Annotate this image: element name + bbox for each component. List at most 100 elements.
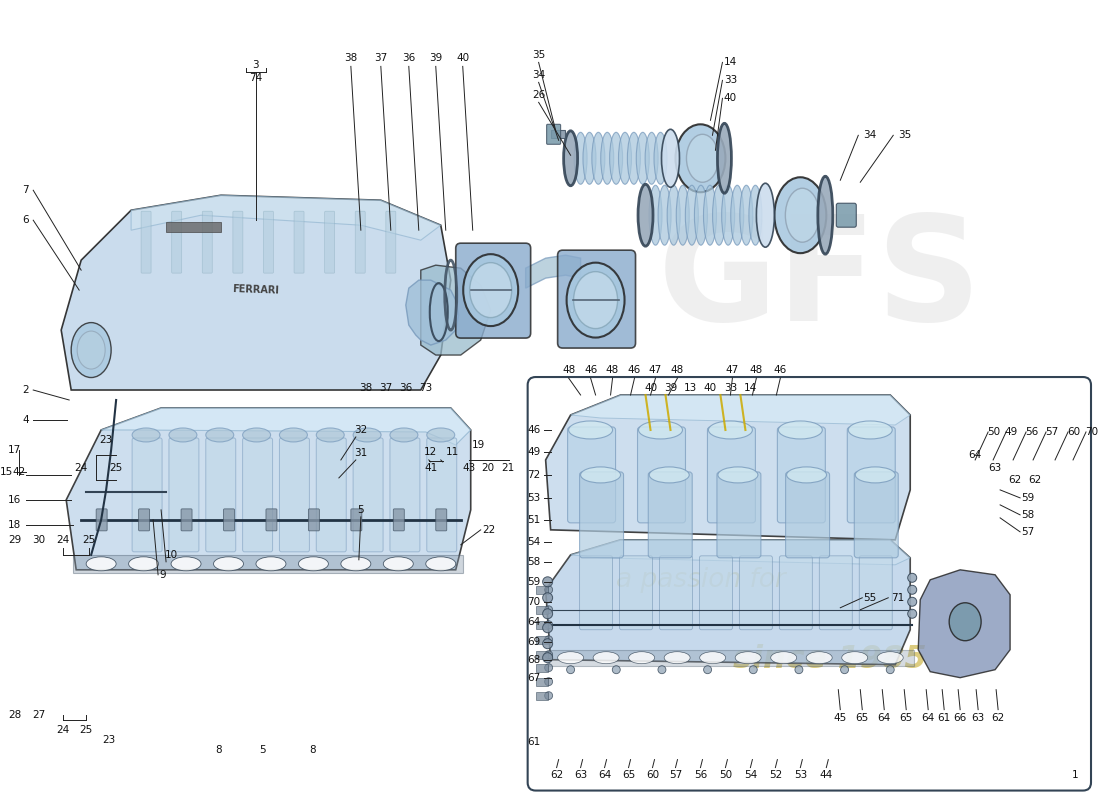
Ellipse shape (583, 132, 596, 184)
Ellipse shape (470, 262, 512, 318)
Text: 32: 32 (354, 425, 367, 435)
Text: 43: 43 (462, 463, 475, 473)
Text: 36: 36 (399, 383, 412, 393)
Text: 34: 34 (532, 70, 546, 80)
Ellipse shape (848, 421, 892, 439)
Text: 9: 9 (160, 570, 166, 580)
FancyBboxPatch shape (436, 509, 447, 531)
Ellipse shape (654, 132, 667, 184)
Circle shape (542, 593, 552, 602)
Text: 44: 44 (820, 770, 833, 779)
FancyBboxPatch shape (233, 211, 243, 273)
Ellipse shape (649, 186, 662, 245)
FancyBboxPatch shape (580, 556, 613, 630)
Bar (536, 650, 548, 658)
Text: a passion for: a passion for (616, 566, 785, 593)
Circle shape (566, 666, 574, 674)
FancyBboxPatch shape (547, 124, 561, 144)
Text: 39: 39 (664, 383, 678, 393)
Polygon shape (571, 540, 910, 565)
Text: 66: 66 (954, 713, 967, 722)
Circle shape (544, 621, 552, 629)
FancyBboxPatch shape (172, 211, 182, 273)
Text: 65: 65 (900, 713, 913, 722)
Ellipse shape (774, 178, 826, 253)
Ellipse shape (256, 557, 286, 571)
FancyBboxPatch shape (580, 472, 624, 558)
Text: 57: 57 (1022, 527, 1035, 537)
Text: 24: 24 (56, 535, 69, 545)
Polygon shape (101, 408, 471, 445)
Text: 67: 67 (527, 673, 540, 682)
Text: 14: 14 (744, 383, 757, 393)
Circle shape (658, 666, 666, 674)
Polygon shape (62, 195, 451, 390)
Ellipse shape (771, 652, 796, 664)
Text: 16: 16 (8, 495, 21, 505)
Ellipse shape (636, 132, 649, 184)
Text: 50: 50 (719, 770, 732, 779)
Ellipse shape (638, 421, 682, 439)
Text: 62: 62 (1009, 475, 1022, 485)
Text: 5: 5 (260, 745, 266, 754)
FancyBboxPatch shape (324, 211, 334, 273)
Polygon shape (66, 408, 471, 570)
Ellipse shape (383, 557, 414, 571)
Ellipse shape (341, 557, 371, 571)
FancyBboxPatch shape (206, 438, 235, 552)
Text: 56: 56 (694, 770, 707, 779)
Ellipse shape (722, 186, 735, 245)
Circle shape (542, 622, 552, 633)
Text: 13: 13 (684, 383, 697, 393)
Ellipse shape (785, 188, 820, 242)
Circle shape (544, 664, 552, 672)
Polygon shape (571, 395, 910, 425)
Text: 40: 40 (456, 54, 470, 63)
Text: 46: 46 (527, 425, 540, 435)
FancyBboxPatch shape (394, 509, 405, 531)
Ellipse shape (676, 186, 690, 245)
Text: 11: 11 (447, 447, 460, 457)
Ellipse shape (243, 428, 271, 442)
FancyBboxPatch shape (139, 509, 150, 531)
Text: 14: 14 (724, 58, 737, 67)
Text: 50: 50 (987, 427, 1000, 437)
Bar (536, 621, 548, 629)
Ellipse shape (72, 322, 111, 378)
Ellipse shape (645, 132, 658, 184)
FancyBboxPatch shape (707, 427, 756, 523)
Text: 3: 3 (253, 60, 260, 70)
Circle shape (544, 636, 552, 644)
FancyBboxPatch shape (223, 509, 234, 531)
Circle shape (542, 638, 552, 649)
Text: 37: 37 (379, 383, 393, 393)
Text: 33: 33 (724, 383, 737, 393)
Text: 4: 4 (23, 415, 30, 425)
Ellipse shape (735, 652, 761, 664)
Text: 64: 64 (968, 450, 982, 460)
FancyBboxPatch shape (455, 243, 530, 338)
Ellipse shape (573, 272, 617, 329)
Bar (536, 586, 548, 594)
Text: 40: 40 (724, 94, 737, 103)
Ellipse shape (574, 132, 587, 184)
Ellipse shape (856, 467, 895, 483)
Text: 21: 21 (502, 463, 515, 473)
FancyBboxPatch shape (836, 203, 856, 227)
FancyBboxPatch shape (169, 438, 199, 552)
Ellipse shape (601, 132, 614, 184)
Ellipse shape (592, 132, 605, 184)
Ellipse shape (717, 123, 732, 194)
Bar (551, 130, 564, 138)
Text: 48: 48 (671, 365, 684, 375)
Ellipse shape (629, 652, 654, 664)
Circle shape (908, 598, 916, 606)
Ellipse shape (730, 186, 744, 245)
Text: 73: 73 (419, 383, 432, 393)
FancyBboxPatch shape (859, 556, 892, 630)
Ellipse shape (686, 134, 718, 182)
Text: 49: 49 (1004, 427, 1019, 437)
Ellipse shape (77, 331, 106, 369)
Ellipse shape (786, 467, 826, 483)
Text: 59: 59 (1022, 493, 1035, 503)
